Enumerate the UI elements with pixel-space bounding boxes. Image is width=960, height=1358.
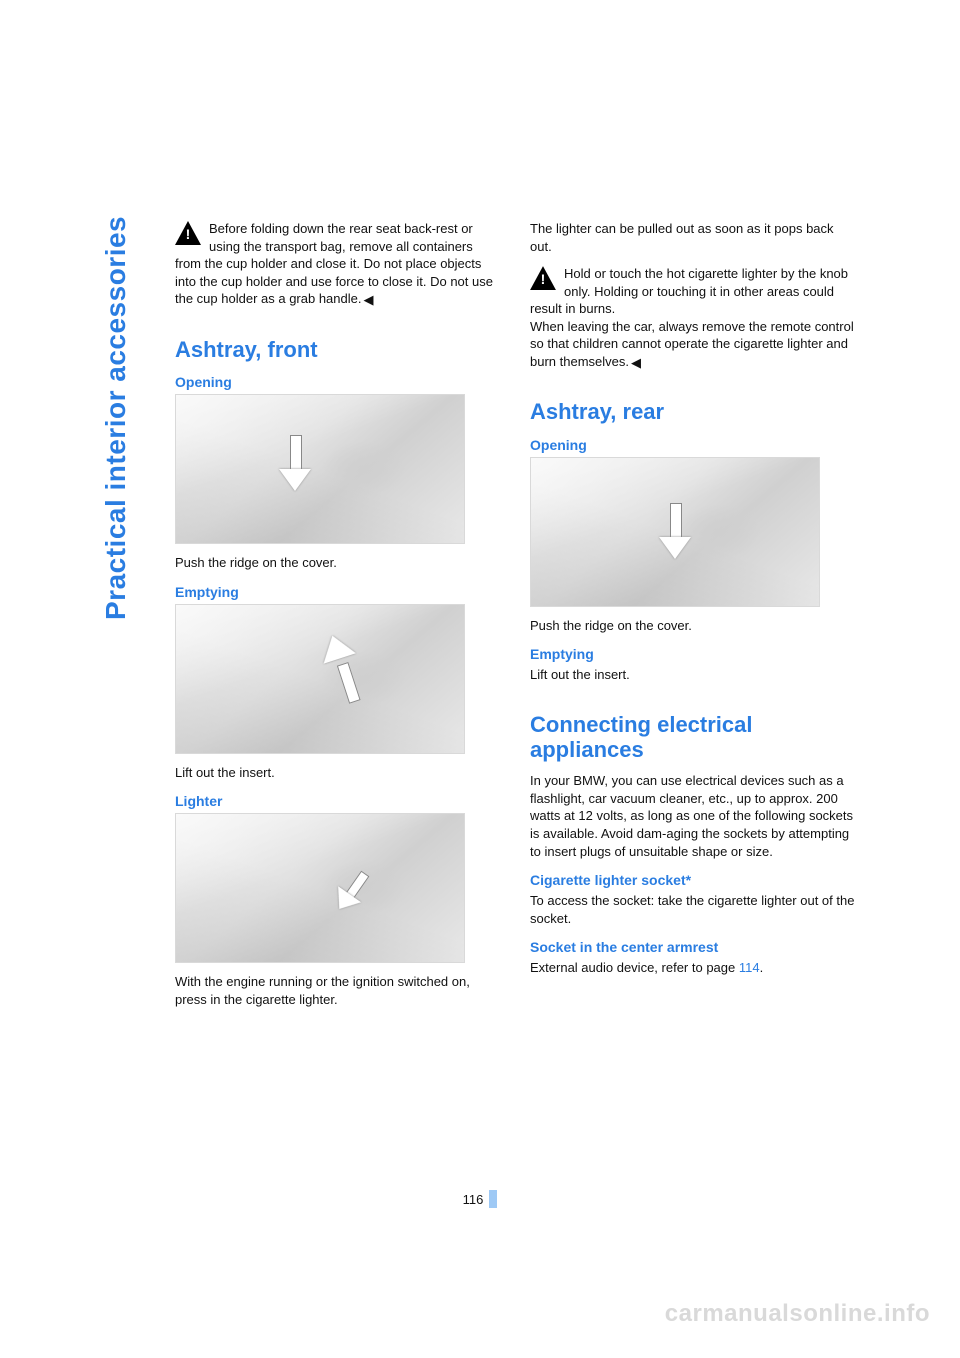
caption-push-ridge-front: Push the ridge on the cover. xyxy=(175,554,500,572)
figure-ashtray-rear-open xyxy=(530,457,820,607)
heading-ashtray-rear: Ashtray, rear xyxy=(530,399,855,424)
text-lighter-pops: The lighter can be pulled out as soon as… xyxy=(530,220,855,255)
arrow-diagonal-icon xyxy=(324,865,377,923)
caption-lighter: With the engine running or the ignition … xyxy=(175,973,500,1008)
arrow-down-icon xyxy=(661,503,689,563)
page-footer: 116 xyxy=(0,1190,960,1209)
end-mark-icon: ◀ xyxy=(631,354,641,372)
subheading-armrest-socket: Socket in the center armrest xyxy=(530,939,855,955)
subheading-emptying-rear: Emptying xyxy=(530,646,855,662)
warning-text-lighter-b: When leaving the car, always remove the … xyxy=(530,318,855,372)
warning-block-lighter: Hold or touch the hot cigarette lighter … xyxy=(530,265,855,318)
main-content: Before folding down the rear seat back-r… xyxy=(175,220,855,1008)
figure-lighter xyxy=(175,813,465,963)
figure-ashtray-front-empty xyxy=(175,604,465,754)
left-column: Before folding down the rear seat back-r… xyxy=(175,220,500,1008)
warning-text: Before folding down the rear seat back-r… xyxy=(175,221,493,306)
text-connecting: In your BMW, you can use electrical devi… xyxy=(530,772,855,860)
subheading-cig-socket: Cigarette lighter socket* xyxy=(530,872,855,888)
subheading-opening-rear: Opening xyxy=(530,437,855,453)
warning-icon xyxy=(530,266,556,290)
warning-text-lighter-b-span: When leaving the car, always remove the … xyxy=(530,319,854,369)
figure-ashtray-front-open xyxy=(175,394,465,544)
page-marker xyxy=(489,1190,497,1208)
caption-lift-insert-rear: Lift out the insert. xyxy=(530,666,855,684)
subheading-opening-front: Opening xyxy=(175,374,500,390)
section-title-vertical: Practical interior accessories xyxy=(100,216,132,620)
right-column: The lighter can be pulled out as soon as… xyxy=(530,220,855,1008)
arrow-up-icon xyxy=(316,628,376,707)
watermark: carmanualsonline.info xyxy=(665,1300,930,1328)
end-mark-icon: ◀ xyxy=(363,291,373,309)
heading-ashtray-front: Ashtray, front xyxy=(175,337,500,362)
heading-connecting-appliances: Connecting electrical appliances xyxy=(530,712,855,763)
subheading-lighter: Lighter xyxy=(175,793,500,809)
subheading-emptying-front: Emptying xyxy=(175,584,500,600)
arrow-down-icon xyxy=(281,435,309,495)
warning-icon xyxy=(175,221,201,245)
warning-block-cupholder: Before folding down the rear seat back-r… xyxy=(175,220,500,309)
page-number: 116 xyxy=(463,1192,490,1207)
warning-text-lighter-a: Hold or touch the hot cigarette lighter … xyxy=(530,266,848,316)
text-armrest-socket: External audio device, refer to page 114… xyxy=(530,959,855,977)
caption-push-ridge-rear: Push the ridge on the cover. xyxy=(530,617,855,635)
page-link-114[interactable]: 114 xyxy=(739,960,760,975)
text-armrest-b: . xyxy=(760,960,764,975)
text-cig-socket: To access the socket: take the cigarette… xyxy=(530,892,855,927)
text-armrest-a: External audio device, refer to page xyxy=(530,960,739,975)
caption-lift-insert-front: Lift out the insert. xyxy=(175,764,500,782)
